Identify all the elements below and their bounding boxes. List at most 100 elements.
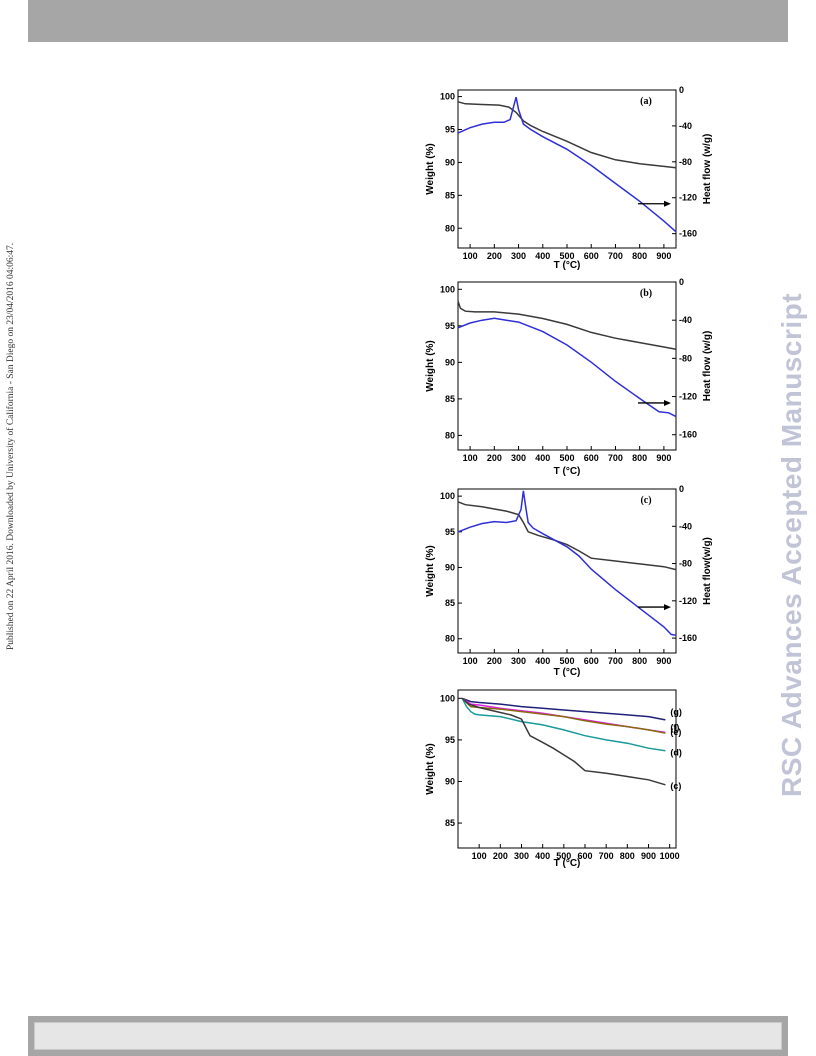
y-tick-label: 85 xyxy=(445,818,455,828)
heat-flow-line xyxy=(457,317,677,418)
x-tick-label: 200 xyxy=(487,656,502,666)
axis-arrow-head xyxy=(664,604,671,611)
x-tick-label: 900 xyxy=(656,251,671,261)
y-tick-label: 90 xyxy=(445,562,455,572)
y2-tick-label: -80 xyxy=(679,157,692,167)
y-tick-label: 85 xyxy=(445,190,455,200)
y-tick-label: 80 xyxy=(445,223,455,233)
y2-tick-label: 0 xyxy=(679,484,684,494)
x-axis-title: T (°C) xyxy=(554,260,581,271)
axis-arrow-head xyxy=(664,399,671,406)
y2-axis-title: Heat flow (w/g) xyxy=(702,134,713,205)
y-tick-label: 80 xyxy=(445,430,455,440)
x-axis-title: T (°C) xyxy=(554,667,581,678)
weight-line-d xyxy=(461,697,666,752)
x-tick-label: 200 xyxy=(493,851,508,861)
y2-axis-title: Heat flow(w/g) xyxy=(702,537,713,605)
y-tick-label: 100 xyxy=(440,491,455,501)
publication-note: Published on 22 April 2016. Downloaded b… xyxy=(6,242,16,650)
y-tick-label: 95 xyxy=(445,527,455,537)
x-tick-label: 300 xyxy=(511,251,526,261)
plot-frame xyxy=(457,281,677,451)
x-tick-label: 800 xyxy=(632,656,647,666)
series-label: (f) xyxy=(670,722,679,732)
y-tick-label: 95 xyxy=(445,321,455,331)
x-tick-label: 600 xyxy=(584,251,599,261)
series-label: (c) xyxy=(670,781,681,791)
x-tick-label: 300 xyxy=(511,453,526,463)
y-tick-label: 90 xyxy=(445,157,455,167)
x-tick-label: 500 xyxy=(559,656,574,666)
y2-tick-label: -160 xyxy=(679,633,697,643)
tga-dsc-panel-b: 100 200 300 400 500 600 700 800 900 80 85 90 95 100 0 -… xyxy=(425,277,713,477)
footer-bar-inner xyxy=(34,1022,782,1050)
y2-tick-label: -160 xyxy=(679,229,697,239)
weight-line-g xyxy=(461,697,666,721)
x-tick-label: 700 xyxy=(608,656,623,666)
x-tick-label: 1000 xyxy=(660,851,680,861)
series-label: (d) xyxy=(670,748,682,758)
weight-line xyxy=(457,501,677,571)
plot-frame xyxy=(457,689,677,849)
tga-comparison-panel: 100 200 300 400 500 600 700 800 900 1000 85 90 95 100… xyxy=(425,689,682,869)
y2-tick-label: 0 xyxy=(679,277,684,287)
y2-tick-label: -40 xyxy=(679,315,692,325)
x-tick-label: 400 xyxy=(535,251,550,261)
x-tick-label: 400 xyxy=(535,453,550,463)
weight-line xyxy=(457,101,677,169)
x-axis-title: T (°C) xyxy=(554,466,581,477)
y2-tick-label: 0 xyxy=(679,85,684,95)
x-axis-title: T (°C) xyxy=(554,858,581,869)
x-tick-label: 400 xyxy=(535,851,550,861)
x-tick-label: 700 xyxy=(608,453,623,463)
x-tick-label: 700 xyxy=(599,851,614,861)
y2-tick-label: -160 xyxy=(679,430,697,440)
x-tick-label: 100 xyxy=(463,656,478,666)
x-tick-label: 800 xyxy=(632,251,647,261)
header-bar xyxy=(28,0,788,42)
footer-bar xyxy=(28,1016,788,1056)
x-tick-label: 900 xyxy=(656,656,671,666)
y2-tick-label: -120 xyxy=(679,596,697,606)
x-tick-label: 500 xyxy=(559,251,574,261)
x-tick-label: 800 xyxy=(620,851,635,861)
y2-tick-label: -40 xyxy=(679,521,692,531)
y-tick-label: 95 xyxy=(445,125,455,135)
y2-tick-label: -80 xyxy=(679,353,692,363)
y2-axis-title: Heat flow (w/g) xyxy=(702,331,713,402)
y2-tick-label: -120 xyxy=(679,193,697,203)
x-tick-label: 900 xyxy=(641,851,656,861)
heat-flow-line xyxy=(457,97,677,233)
x-tick-label: 300 xyxy=(514,851,529,861)
heat-flow-line xyxy=(457,490,677,637)
x-tick-label: 400 xyxy=(535,656,550,666)
y-axis-title: Weight (%) xyxy=(425,545,436,596)
x-tick-label: 100 xyxy=(472,851,487,861)
tga-dsc-panel-a: 100 200 300 400 500 600 700 800 900 80 85 90 95 100 0 -… xyxy=(425,85,713,271)
y-tick-label: 90 xyxy=(445,357,455,367)
x-tick-label: 200 xyxy=(487,453,502,463)
y2-tick-label: -120 xyxy=(679,392,697,402)
x-tick-label: 600 xyxy=(577,851,592,861)
y-tick-label: 100 xyxy=(440,92,455,102)
x-tick-label: 200 xyxy=(487,251,502,261)
x-tick-label: 500 xyxy=(556,851,571,861)
y-axis-title: Weight (%) xyxy=(425,340,436,391)
y-tick-label: 100 xyxy=(440,693,455,703)
y-axis-title: Weight (%) xyxy=(425,143,436,194)
tga-dsc-panel-c: 100 200 300 400 500 600 700 800 900 80 85 90 95 100 0 -… xyxy=(425,484,713,678)
plot-frame xyxy=(457,89,677,249)
weight-line xyxy=(457,300,677,350)
x-tick-label: 600 xyxy=(584,453,599,463)
y2-tick-label: -80 xyxy=(679,559,692,569)
series-label: (e) xyxy=(670,727,681,737)
y-tick-label: 85 xyxy=(445,394,455,404)
x-tick-label: 300 xyxy=(511,656,526,666)
series-label: (g) xyxy=(670,707,682,717)
x-tick-label: 500 xyxy=(559,453,574,463)
y-tick-label: 100 xyxy=(440,284,455,294)
axis-arrow-head xyxy=(664,200,671,207)
x-tick-label: 700 xyxy=(608,251,623,261)
panel-label: (a) xyxy=(640,96,652,107)
y2-tick-label: -40 xyxy=(679,121,692,131)
